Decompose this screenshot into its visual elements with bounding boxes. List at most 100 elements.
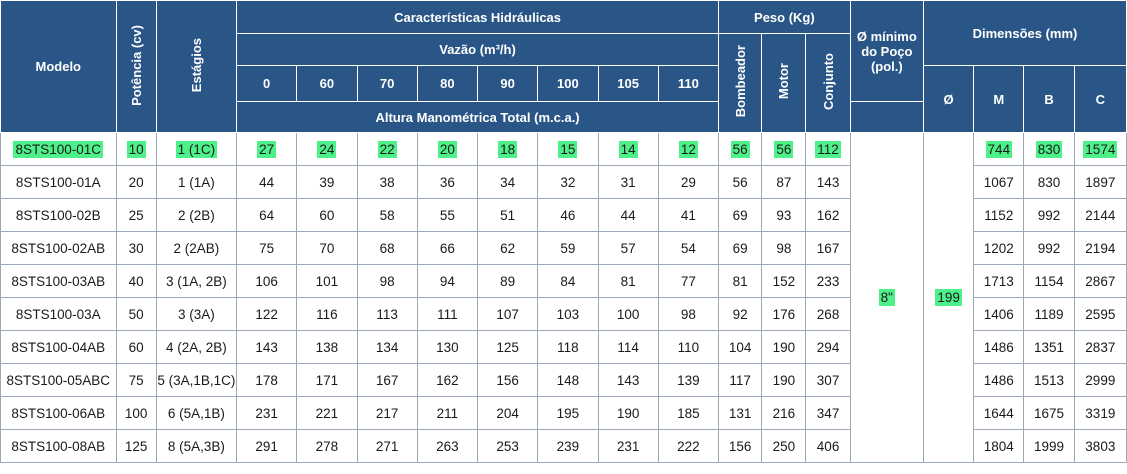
cell-altura-text: 22 [377, 140, 397, 158]
cell-altura: 253 [477, 429, 539, 463]
cell-conjunto: 233 [805, 264, 851, 298]
cell-potencia: 100 [115, 396, 157, 430]
cell-m-text: 1202 [983, 240, 1014, 256]
header-vazao: Vazão (m³/h) [236, 33, 720, 66]
cell-altura: 27 [236, 132, 298, 166]
cell-altura-text: 59 [560, 240, 576, 256]
cell-altura-text: 278 [315, 438, 339, 454]
cell-potencia-text: 60 [128, 339, 144, 355]
cell-altura: 55 [416, 198, 479, 232]
cell-modelo-text: 8STS100-02AB [11, 240, 106, 256]
cell-estagios: 3 (3A) [155, 297, 238, 331]
cell-conjunto-text: 233 [816, 273, 840, 289]
table-row: 8STS100-08AB 125 8 (5A,3B) 291 278 271 263 253 2… [0, 429, 1127, 463]
cell-b: 992 [1023, 198, 1075, 232]
vazao-value: 80 [416, 65, 479, 102]
cell-altura: 221 [296, 396, 358, 430]
cell-altura-text: 77 [680, 273, 696, 289]
cell-altura-text: 222 [677, 438, 700, 454]
cell-b: 1999 [1023, 429, 1075, 463]
cell-modelo-text: 8STS100-01A [15, 174, 101, 190]
cell-modelo: 8STS100-01C [0, 132, 117, 166]
cell-altura-text: 31 [620, 174, 636, 190]
cell-bombeador-text: 56 [732, 174, 748, 190]
cell-c-text: 2194 [1085, 240, 1116, 256]
cell-m: 1804 [973, 429, 1025, 463]
cell-altura: 46 [537, 198, 599, 232]
cell-estagios-text: 5 (3A,1B,1C) [157, 372, 236, 388]
cell-altura-text: 156 [496, 372, 519, 388]
cell-altura: 291 [236, 429, 298, 463]
cell-estagios: 2 (2B) [155, 198, 238, 232]
cell-motor: 190 [761, 330, 807, 364]
cell-motor: 93 [761, 198, 807, 232]
cell-motor-text: 56 [774, 140, 794, 158]
cell-potencia-text: 10 [126, 140, 146, 158]
cell-altura-text: 103 [556, 306, 580, 322]
cell-altura: 24 [296, 132, 358, 166]
cell-m-text: 744 [985, 140, 1013, 158]
header-peso: Peso (Kg) [718, 0, 851, 34]
cell-altura: 75 [236, 231, 298, 265]
cell-altura-text: 60 [319, 207, 335, 223]
cell-altura: 111 [416, 297, 479, 331]
cell-modelo: 8STS100-03A [0, 297, 117, 331]
cell-altura-text: 114 [617, 339, 639, 355]
cell-b: 1189 [1023, 297, 1075, 331]
cell-bombeador-text: 156 [728, 438, 752, 454]
cell-m: 1486 [973, 330, 1025, 364]
cell-estagios-text: 3 (1A, 2B) [165, 273, 227, 289]
cell-c-text: 2867 [1085, 273, 1116, 289]
cell-b-text: 992 [1037, 240, 1061, 256]
cell-altura: 239 [537, 429, 599, 463]
cell-estagios: 2 (2AB) [155, 231, 238, 265]
cell-altura-text: 46 [560, 207, 576, 223]
cell-b: 830 [1023, 165, 1075, 199]
cell-m-text: 1713 [983, 273, 1014, 289]
cell-b: 1513 [1023, 363, 1075, 397]
cell-altura: 57 [597, 231, 659, 265]
cell-b-text: 992 [1037, 207, 1061, 223]
cell-m: 1486 [973, 363, 1025, 397]
cell-m: 1067 [973, 165, 1025, 199]
cell-m: 744 [973, 132, 1025, 166]
cell-altura: 116 [296, 297, 358, 331]
cell-c-text: 3319 [1085, 405, 1116, 421]
cell-altura-text: 110 [677, 339, 700, 355]
cell-altura: 12 [657, 132, 720, 166]
cell-b-text: 1154 [1034, 273, 1064, 289]
cell-altura: 195 [537, 396, 599, 430]
cell-b: 1154 [1023, 264, 1075, 298]
cell-c: 2837 [1073, 330, 1127, 364]
cell-altura: 156 [477, 363, 539, 397]
cell-estagios-text: 2 (2B) [177, 207, 215, 223]
cell-altura: 231 [236, 396, 298, 430]
cell-potencia: 75 [115, 363, 157, 397]
cell-conjunto-text: 112 [815, 140, 841, 158]
cell-altura: 185 [657, 396, 720, 430]
table-row: 8STS100-02B 25 2 (2B) 64 60 58 55 51 46 44 41 69 93 1… [0, 198, 1127, 232]
cell-m-text: 1067 [983, 174, 1014, 190]
cell-b-text: 1513 [1034, 372, 1065, 388]
cell-altura: 190 [597, 396, 659, 430]
cell-altura-text: 138 [315, 339, 339, 355]
cell-altura-text: 34 [500, 174, 516, 190]
cell-altura: 118 [537, 330, 599, 364]
cell-altura: 36 [416, 165, 479, 199]
cell-modelo-text: 8STS100-04AB [11, 339, 106, 355]
cell-altura: 138 [296, 330, 358, 364]
cell-altura-text: 38 [379, 174, 395, 190]
cell-altura: 278 [296, 429, 358, 463]
cell-modelo: 8STS100-04AB [0, 330, 117, 364]
cell-altura-text: 62 [500, 240, 516, 256]
cell-c: 3803 [1073, 429, 1127, 463]
header-c: C [1073, 65, 1127, 133]
cell-altura-text: 32 [560, 174, 576, 190]
cell-b: 830 [1023, 132, 1075, 166]
cell-m: 1406 [973, 297, 1025, 331]
cell-altura: 38 [356, 165, 418, 199]
cell-b-text: 1999 [1034, 438, 1065, 454]
cell-altura: 15 [537, 132, 599, 166]
cell-potencia-text: 125 [124, 438, 148, 454]
cell-bombeador: 69 [718, 198, 763, 232]
